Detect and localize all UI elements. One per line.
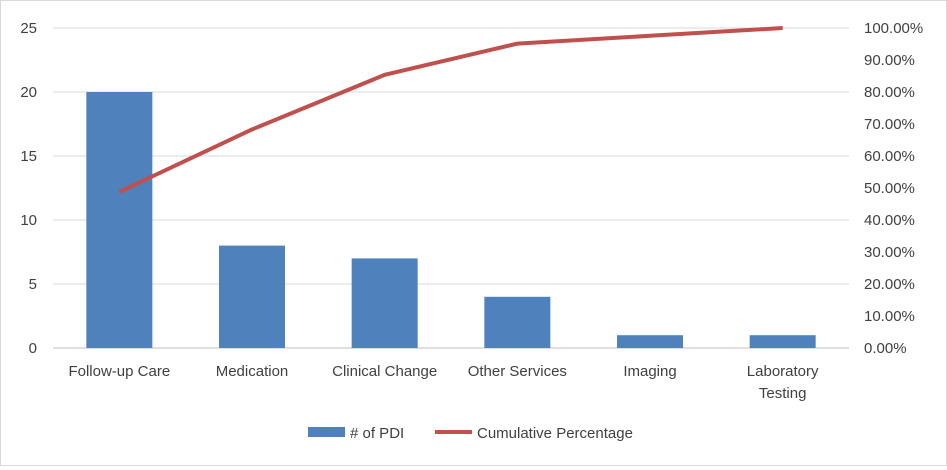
x-tick-label: Follow-up Care (68, 363, 170, 380)
bar (749, 335, 816, 348)
left-axis: 0 5 10 15 20 25 (20, 20, 37, 357)
x-axis: Follow-up Care Medication Clinical Change O… (68, 363, 819, 402)
y-left-tick-label: 15 (20, 148, 37, 165)
y-right-tick-label: 0.00% (864, 340, 907, 357)
y-left-tick-label: 0 (29, 340, 37, 357)
legend-label-line: Cumulative Percentage (477, 425, 633, 442)
bar-series (86, 92, 816, 348)
line-series (118, 26, 783, 194)
bar (617, 335, 683, 348)
legend-label-bars: # of PDI (350, 425, 404, 442)
x-tick-label: Other Services (468, 363, 567, 380)
right-axis: 0.00% 10.00% 20.00% 30.00% 40.00% 50.00% 60.00… (864, 20, 923, 357)
x-tick-label: Laboratory Testing (747, 363, 819, 402)
bar (86, 92, 153, 348)
x-tick-label: Imaging (623, 363, 676, 380)
cumulative-line (118, 26, 783, 194)
y-left-tick-label: 5 (29, 276, 37, 293)
y-left-tick-label: 25 (20, 20, 37, 37)
bar (351, 258, 418, 348)
y-left-tick-label: 10 (20, 212, 37, 229)
y-right-tick-label: 40.00% (864, 212, 915, 229)
y-right-tick-label: 70.00% (864, 116, 915, 133)
x-tick-label: Medication (216, 363, 289, 380)
y-right-tick-label: 90.00% (864, 52, 915, 69)
bar (219, 245, 285, 348)
y-right-tick-label: 20.00% (864, 276, 915, 293)
gridlines (53, 27, 849, 349)
bar (484, 296, 551, 348)
y-right-tick-label: 80.00% (864, 84, 915, 101)
y-right-tick-label: 50.00% (864, 180, 915, 197)
x-tick-label: Clinical Change (332, 363, 437, 380)
legend-swatch-bars (308, 427, 345, 437)
y-right-tick-label: 60.00% (864, 148, 915, 165)
y-right-tick-label: 100.00% (864, 20, 923, 37)
y-right-tick-label: 30.00% (864, 244, 915, 261)
legend: # of PDI Cumulative Percentage (308, 425, 633, 442)
y-left-tick-label: 20 (20, 84, 37, 101)
y-right-tick-label: 10.00% (864, 308, 915, 325)
